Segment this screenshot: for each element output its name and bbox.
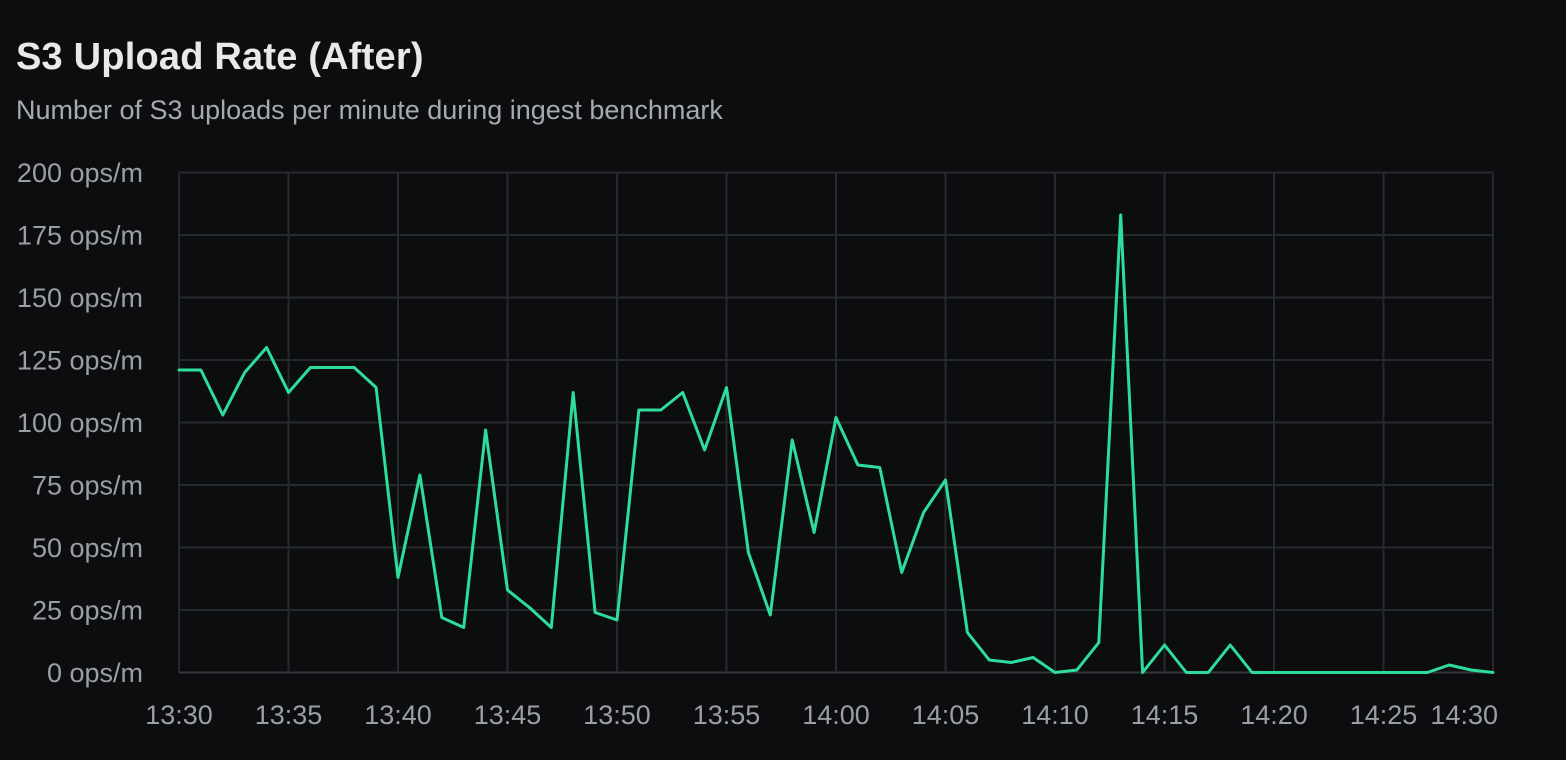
y-tick-label: 175 ops/m: [17, 221, 143, 251]
y-tick-label: 125 ops/m: [17, 346, 143, 376]
x-tick-label: 14:30: [1430, 700, 1498, 730]
x-tick-label: 13:40: [364, 700, 432, 730]
x-tick-label: 14:20: [1240, 700, 1308, 730]
series-layer: [177, 213, 1495, 674]
panel-subtitle: Number of S3 uploads per minute during i…: [16, 95, 723, 125]
x-tick-label: 14:05: [912, 700, 980, 730]
y-tick-label: 0 ops/m: [47, 658, 143, 688]
x-tick-label: 14:10: [1021, 700, 1089, 730]
axis-label-layer: 0 ops/m 25 ops/m 50 ops/m 75 ops/m 100 ops/m…: [17, 158, 1498, 730]
grid-layer: [178, 171, 1494, 674]
y-tick-label: 75 ops/m: [32, 471, 143, 501]
x-tick-label: 14:25: [1350, 700, 1418, 730]
y-tick-label: 50 ops/m: [32, 533, 143, 563]
y-tick-label: 25 ops/m: [32, 596, 143, 626]
x-tick-label: 13:50: [583, 700, 651, 730]
x-tick-label: 13:55: [693, 700, 761, 730]
y-tick-label: 100 ops/m: [17, 408, 143, 438]
x-tick-label: 14:15: [1131, 700, 1199, 730]
x-tick-label: 14:00: [802, 700, 870, 730]
x-tick-label: 13:45: [474, 700, 542, 730]
x-tick-label: 13:30: [145, 700, 213, 730]
y-tick-label: 200 ops/m: [17, 158, 143, 188]
panel-title: S3 Upload Rate (After): [16, 36, 424, 78]
series-line: [177, 213, 1495, 674]
x-tick-label: 13:35: [255, 700, 323, 730]
y-tick-label: 150 ops/m: [17, 283, 143, 313]
